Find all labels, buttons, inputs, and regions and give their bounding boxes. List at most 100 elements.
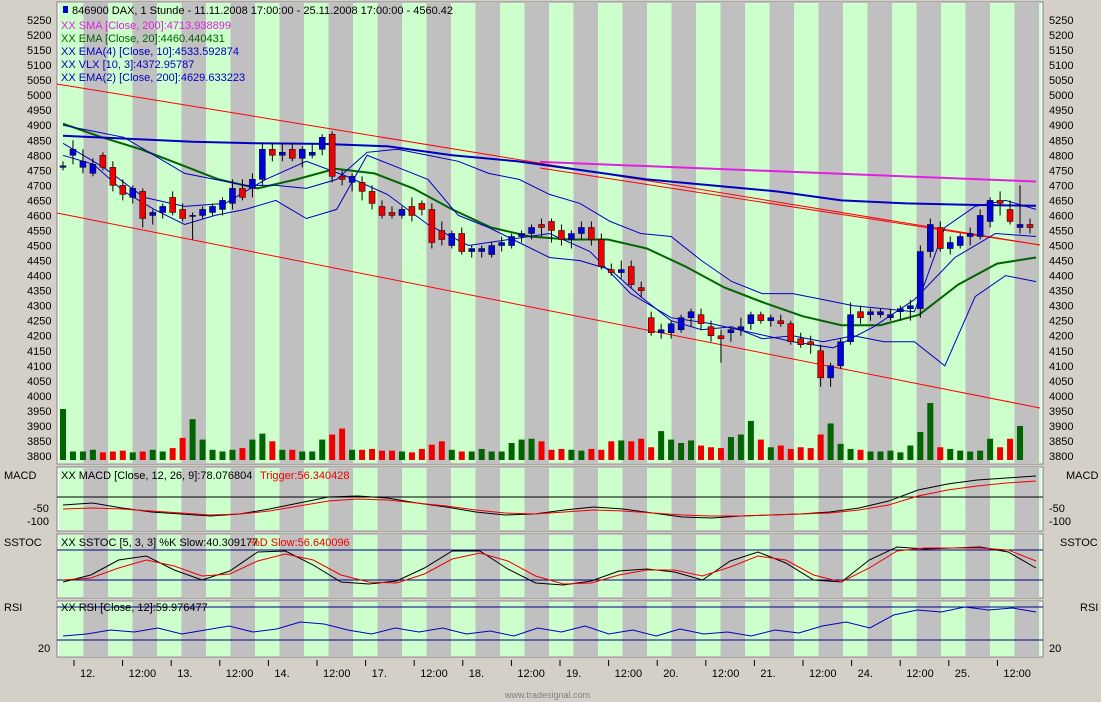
session-band (1014, 602, 1039, 656)
chart-title: 846900 DAX, 1 Stunde - 11.11.2008 17:00:… (72, 5, 453, 17)
session-band (181, 602, 206, 656)
rsi-tick-right: 20 (1049, 643, 1061, 655)
price-tick-left: 4750 (27, 165, 51, 177)
legend-ema20: XX EMA [Close, 20]:4460.440431 (61, 33, 225, 45)
macd-trigger-legend: Trigger:56.340428 (260, 470, 350, 482)
volume-bar (757, 439, 764, 460)
time-tick-label: 25. (955, 668, 970, 680)
session-band (745, 3, 770, 463)
price-tick-right: 4750 (1049, 165, 1073, 177)
volume-bar (767, 447, 774, 460)
session-band (867, 468, 892, 530)
session-band (181, 3, 206, 463)
volume-bar (847, 448, 854, 460)
candle-body (229, 188, 236, 204)
session-band (549, 535, 574, 597)
price-tick-right: 4500 (1049, 241, 1073, 253)
session-band (475, 3, 500, 463)
session-band (255, 3, 280, 463)
session-band (622, 3, 647, 463)
session-band (83, 535, 108, 597)
candle-body (368, 191, 376, 204)
candle-body (976, 215, 984, 237)
session-band (206, 468, 231, 530)
trend-channel (56, 83, 1041, 409)
candle-body (817, 350, 824, 379)
session-band (598, 3, 623, 463)
volume-bar (478, 448, 485, 460)
session-band (451, 468, 476, 530)
volume-bar (917, 431, 924, 460)
session-band (549, 468, 574, 530)
volume-bar (79, 451, 86, 460)
legend-ema4: XX EMA(4) [Close, 10]:4533.592874 (61, 46, 239, 58)
session-band (622, 602, 647, 656)
session-band (843, 535, 868, 597)
price-tick-right: 4700 (1049, 180, 1073, 192)
price-tick-left: 4850 (27, 135, 51, 147)
candle-body (608, 269, 615, 273)
session-band (818, 535, 843, 597)
price-tick-left: 4050 (27, 376, 51, 388)
session-band (524, 468, 549, 530)
price-tick-right: 5100 (1049, 60, 1073, 72)
session-band (1039, 535, 1041, 597)
session-band (769, 602, 794, 656)
macd-tick-right-2: -100 (1049, 516, 1071, 528)
candle-body (837, 341, 844, 367)
session-band (475, 468, 500, 530)
volume-bar (219, 451, 226, 460)
sstoc-label-left: SSTOC (4, 537, 42, 549)
time-tick-label: 12:00 (906, 668, 934, 680)
candlesticks (59, 131, 1034, 387)
volume-bar (638, 438, 645, 460)
candle-body (299, 149, 306, 159)
session-band (377, 468, 402, 530)
session-band (941, 468, 966, 530)
session-band (769, 3, 794, 463)
volume-bar (339, 428, 346, 460)
price-tick-left: 4200 (27, 331, 51, 343)
session-band (181, 468, 206, 530)
session-bands (59, 3, 1041, 656)
vlx-upper-line (62, 124, 1037, 313)
candle-body (199, 209, 206, 216)
time-tick-label: 12:00 (615, 668, 643, 680)
volume-bar (837, 443, 844, 460)
macd-legend: XX MACD [Close, 12, 26, 9]:78.076804 (61, 470, 252, 482)
candle-body (318, 137, 326, 150)
session-band (500, 468, 525, 530)
volume-bar (648, 447, 655, 460)
price-tick-right: 5150 (1049, 45, 1073, 57)
session-band (451, 3, 476, 463)
volume-bar (877, 451, 884, 460)
volume-bar (199, 439, 206, 460)
volume-bar (678, 443, 685, 460)
candle-body (807, 341, 814, 345)
vlx-lower-line (62, 154, 1037, 367)
price-tick-right: 3950 (1049, 406, 1073, 418)
candle-body (1016, 224, 1024, 228)
candle-body (508, 236, 515, 246)
candle-body (388, 212, 396, 216)
time-tick-label: 24. (858, 668, 873, 680)
candle-body (737, 326, 745, 330)
time-tick-label: 20. (663, 668, 678, 680)
candle-body (279, 152, 286, 156)
session-band (720, 602, 745, 656)
volume-bar (269, 441, 276, 460)
volume-bar (608, 441, 615, 460)
session-band (843, 468, 868, 530)
candle-body (269, 149, 276, 156)
session-band (647, 3, 672, 463)
session-band (647, 535, 672, 597)
session-band (843, 602, 868, 656)
candle-body (348, 176, 356, 183)
candle-body (986, 200, 994, 222)
candle-body (667, 323, 675, 333)
candle-body (767, 317, 775, 321)
volume-bar (568, 449, 575, 460)
volume-bar (139, 451, 146, 460)
price-tick-left: 5250 (27, 15, 51, 27)
volume-bar (428, 444, 435, 460)
